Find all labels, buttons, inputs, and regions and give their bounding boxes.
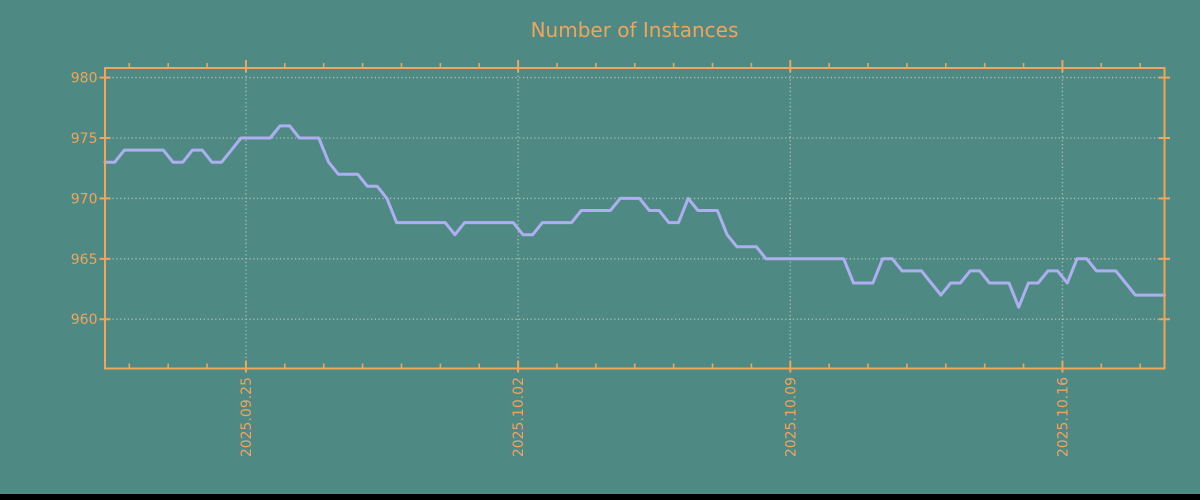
x-tick-label: 2025.10.09 bbox=[783, 377, 799, 457]
x-tick-label: 2025.09.25 bbox=[239, 377, 255, 457]
x-tick-label: 2025.10.02 bbox=[511, 377, 527, 457]
bottom-black-bar bbox=[0, 494, 1200, 500]
axis-ticks bbox=[99, 60, 1170, 373]
y-tick-label: 960 bbox=[71, 312, 98, 328]
chart-title: Number of Instances bbox=[531, 18, 739, 42]
data-series bbox=[103, 124, 1166, 309]
gridlines bbox=[105, 68, 1165, 369]
y-tick-label: 965 bbox=[71, 252, 98, 268]
y-tick-label: 975 bbox=[71, 131, 98, 147]
x-tick-label: 2025.10.16 bbox=[1055, 377, 1071, 457]
axis-tick-labels: 980 975 970 965 960 2025.09.25 2025.10.02 2025.… bbox=[71, 71, 1072, 458]
y-tick-label: 980 bbox=[71, 71, 98, 87]
y-tick-label: 970 bbox=[71, 191, 98, 207]
instances-line bbox=[103, 124, 1166, 309]
